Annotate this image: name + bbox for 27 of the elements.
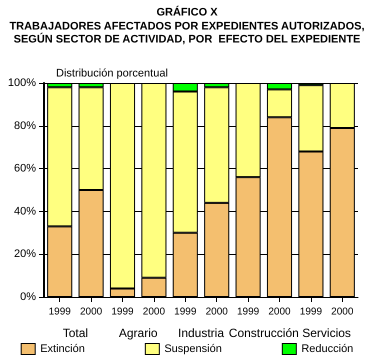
- text: Construcción: [228, 326, 299, 340]
- y-tick-label: 60%: [14, 162, 36, 175]
- y-tick-label: 20%: [14, 248, 36, 260]
- legend-label: Suspensión: [164, 343, 222, 355]
- x-tick-label: 2000: [331, 306, 354, 318]
- text: Servicios: [302, 326, 351, 340]
- y-tick-label: 40%: [14, 205, 36, 218]
- chart-subtitle: TRABAJADORES AFECTADOS POR EXPEDIENTES AUTORIZADOS, SEGÚN SECTOR DE ACTIVIDAD, POR EFECTO DEL EXPEDIENTE: [9, 20, 365, 46]
- y-tick-label: 100%: [8, 77, 36, 89]
- x-tick-label: 2000: [80, 306, 103, 318]
- x-tick-label: 2000: [142, 306, 166, 318]
- y-tick-label: 80%: [14, 120, 36, 132]
- text: Total: [62, 326, 88, 340]
- x-tick-label: 2000: [206, 306, 228, 318]
- x-tick-label: 1999: [300, 306, 322, 318]
- x-tick-label: 1999: [174, 306, 197, 318]
- text: Industria: [178, 326, 224, 340]
- x-tick-label: 1999: [111, 306, 134, 318]
- y-tick-label: 0%: [20, 291, 36, 303]
- y-axis-title: Distribución porcentual: [56, 68, 168, 80]
- x-tick-label: 1999: [48, 306, 72, 318]
- legend-label: Reducción: [301, 343, 354, 355]
- x-tick-label: 1999: [236, 306, 260, 318]
- text: Agrario: [118, 326, 158, 340]
- chart-title: GRÁFICO X: [156, 6, 218, 18]
- x-tick-label: 2000: [268, 306, 292, 318]
- legend-label: Extinción: [40, 343, 85, 355]
